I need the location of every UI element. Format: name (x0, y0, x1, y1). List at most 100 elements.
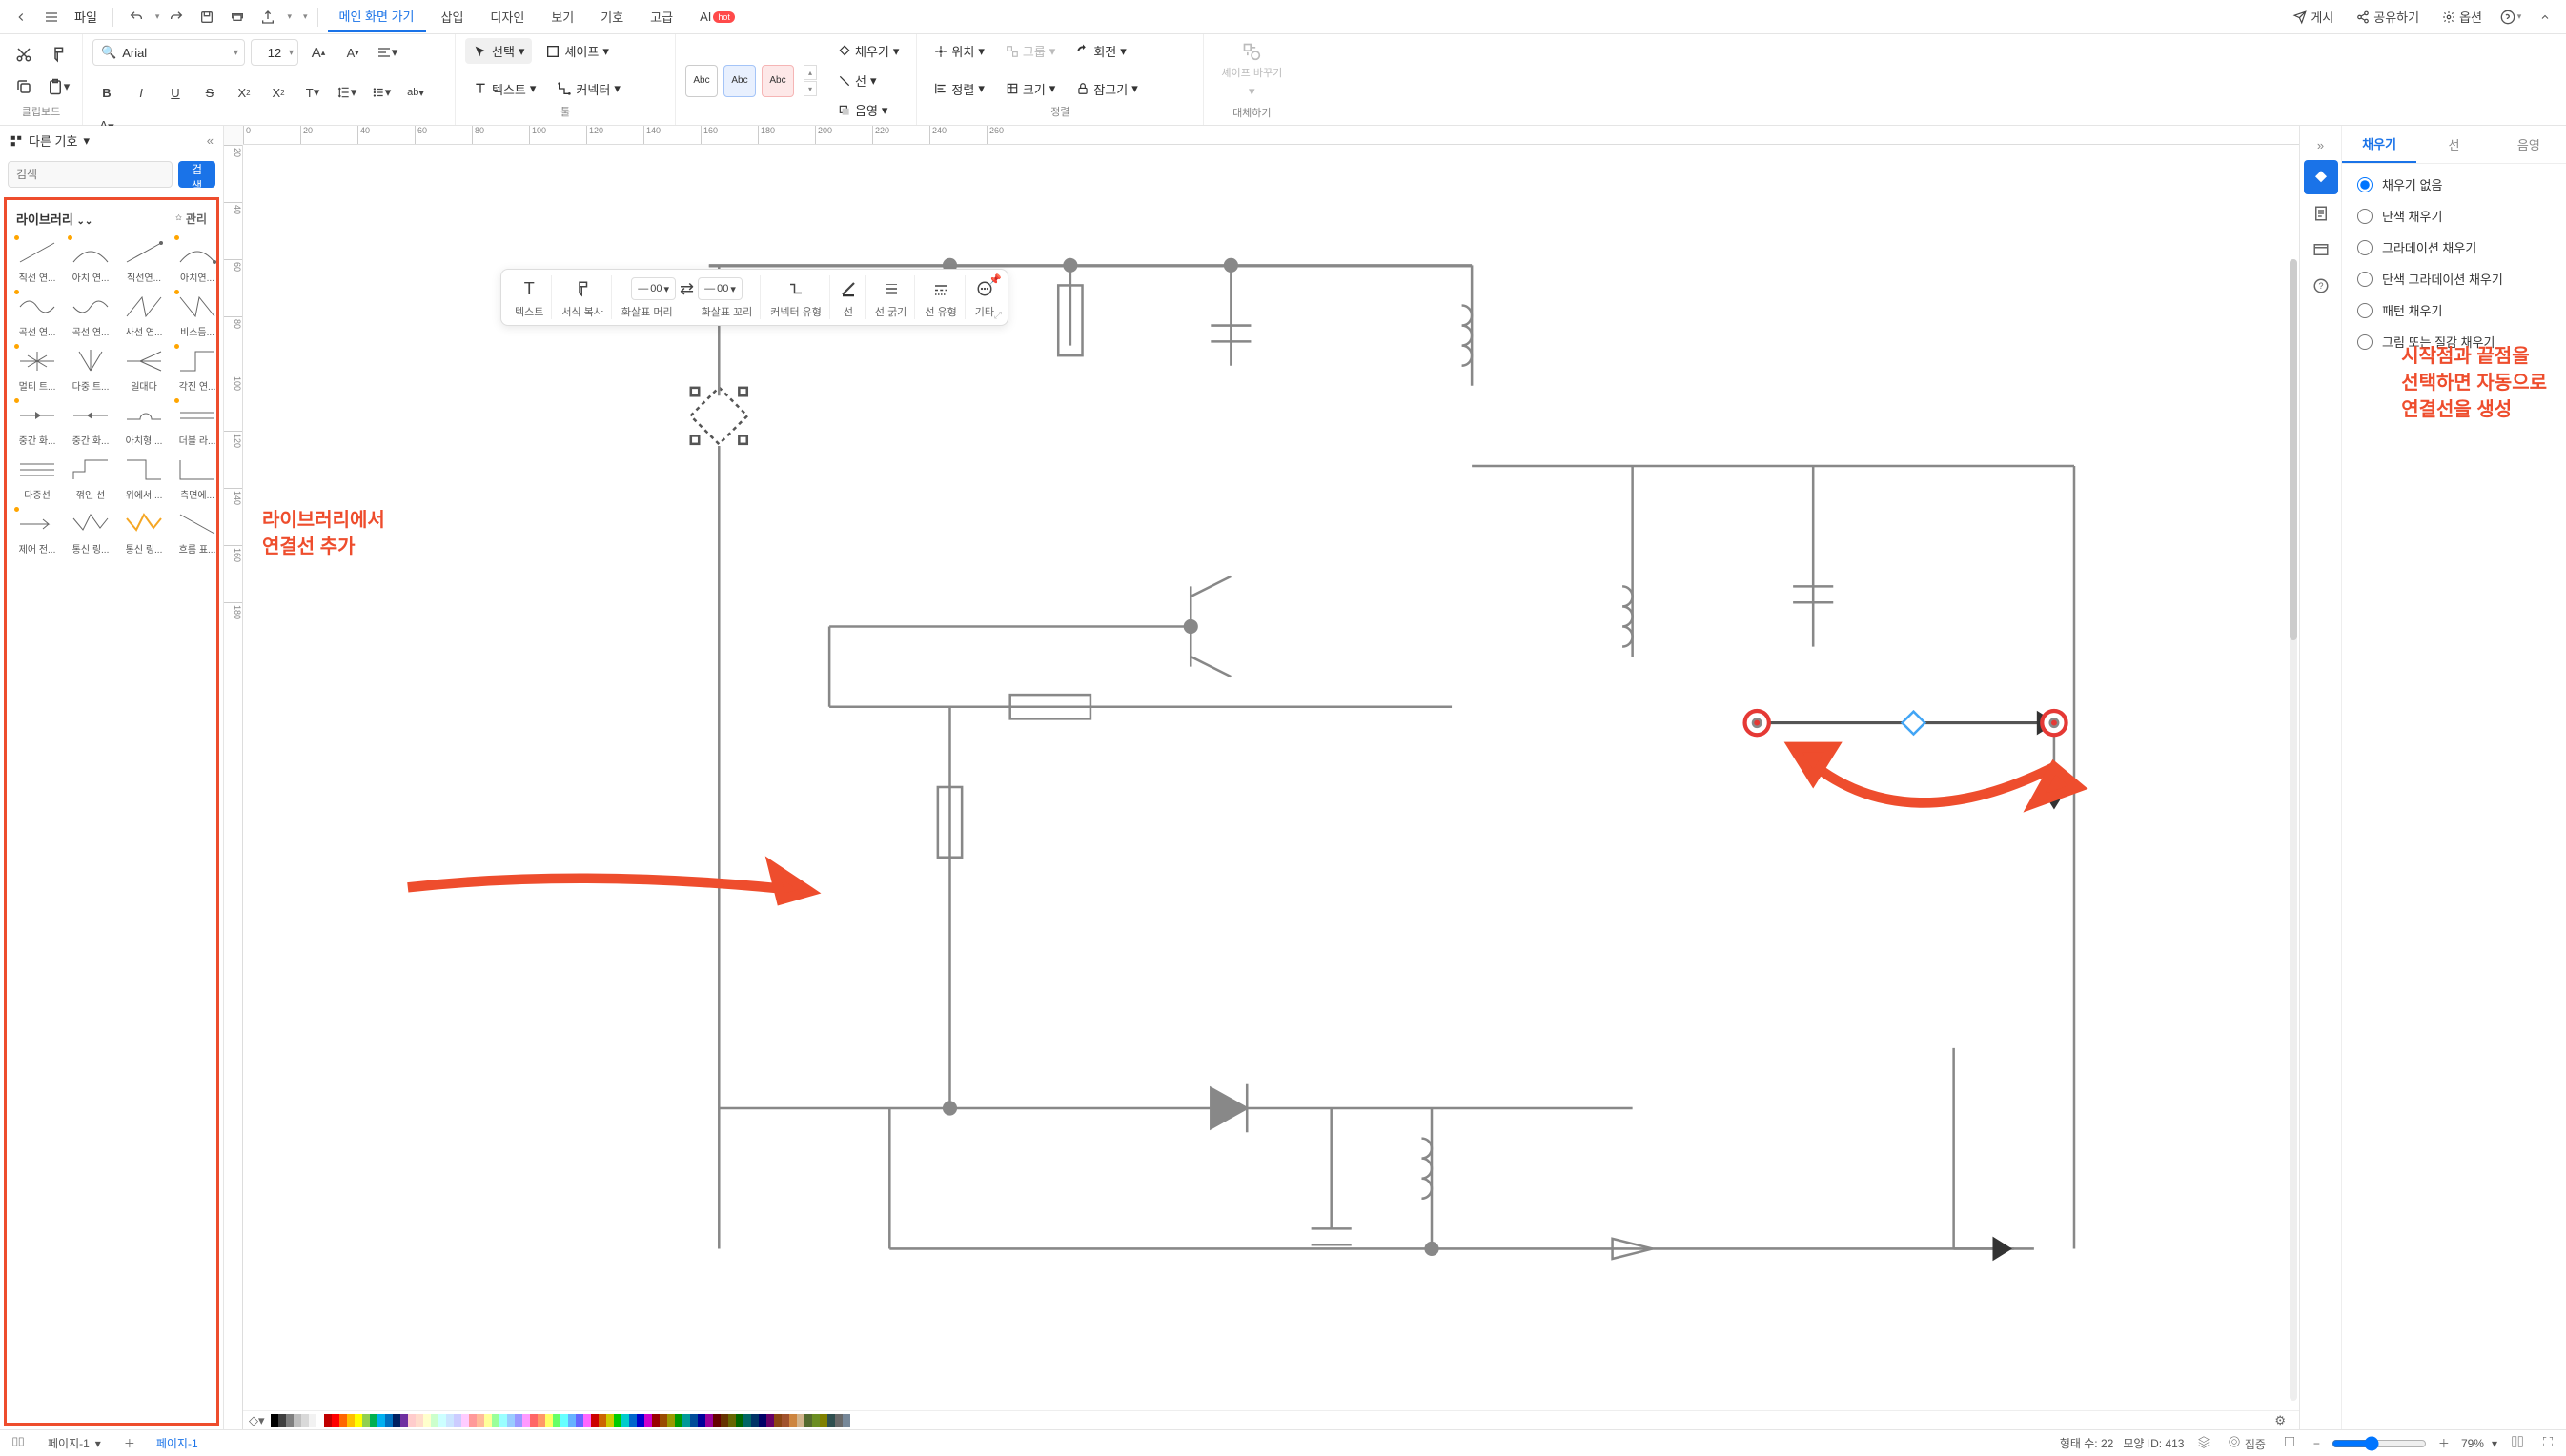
manage-library-link[interactable]: 관리 (173, 211, 207, 227)
color-swatch[interactable] (522, 1414, 530, 1427)
color-swatch[interactable] (843, 1414, 850, 1427)
color-swatch[interactable] (278, 1414, 286, 1427)
color-swatch[interactable] (400, 1414, 408, 1427)
color-swatch[interactable] (698, 1414, 705, 1427)
color-swatch[interactable] (660, 1414, 667, 1427)
canvas-scrollbar[interactable] (2290, 259, 2297, 1401)
color-swatch[interactable] (560, 1414, 568, 1427)
library-item[interactable]: 아치연... (173, 235, 219, 286)
library-item[interactable]: 각진 연... (173, 344, 219, 394)
library-item[interactable]: 다중선 (12, 453, 62, 503)
color-swatch[interactable] (583, 1414, 591, 1427)
color-swatch[interactable] (782, 1414, 789, 1427)
color-swatch[interactable] (324, 1414, 332, 1427)
style-preset-3[interactable]: Abc (762, 65, 794, 97)
library-item[interactable]: 중간 화... (66, 398, 115, 449)
decrease-font-button[interactable]: A▾ (338, 38, 367, 67)
library-item[interactable]: 제어 전... (12, 507, 62, 557)
page-tab[interactable]: 페이지-1 (149, 1431, 206, 1455)
export-button[interactable] (255, 4, 281, 30)
font-family-select[interactable]: 🔍 Arial ▾ (92, 39, 245, 66)
color-swatch[interactable] (316, 1414, 324, 1427)
options-button[interactable]: 옵션 (2434, 4, 2490, 30)
tab-insert[interactable]: 삽입 (430, 2, 476, 31)
color-swatch[interactable] (736, 1414, 743, 1427)
tab-symbols[interactable]: 기호 (589, 2, 635, 31)
color-swatch[interactable] (385, 1414, 393, 1427)
fill-option-solid[interactable]: 단색 채우기 (2357, 207, 2551, 225)
color-swatch[interactable] (599, 1414, 606, 1427)
arrowhead-start-select[interactable]: — 00▾ (631, 277, 676, 300)
color-swatch[interactable] (629, 1414, 637, 1427)
palette-settings-icon[interactable]: ⚙ (2267, 1413, 2293, 1428)
library-item[interactable]: 일대다 (119, 344, 169, 394)
library-item[interactable]: 비스듬... (173, 290, 219, 340)
color-swatch[interactable] (499, 1414, 507, 1427)
library-item[interactable]: 흐름 표... (173, 507, 219, 557)
swap-direction-icon[interactable]: ⇄ (680, 279, 694, 299)
color-swatch[interactable] (576, 1414, 583, 1427)
format-painter-button[interactable] (44, 40, 72, 69)
color-swatch[interactable] (507, 1414, 515, 1427)
color-swatch[interactable] (713, 1414, 721, 1427)
color-swatch[interactable] (446, 1414, 454, 1427)
color-swatch[interactable] (675, 1414, 682, 1427)
view-panel-icon[interactable] (2304, 233, 2338, 267)
help-button[interactable]: ▾ (2497, 4, 2524, 30)
print-button[interactable] (224, 4, 251, 30)
back-button[interactable] (8, 4, 34, 30)
color-swatch[interactable] (682, 1414, 690, 1427)
library-item[interactable]: 아치 연... (66, 235, 115, 286)
cut-button[interactable] (10, 40, 38, 69)
color-swatch[interactable] (339, 1414, 347, 1427)
fill-panel-icon[interactable] (2304, 160, 2338, 194)
color-swatch[interactable] (827, 1414, 835, 1427)
color-swatch[interactable] (461, 1414, 469, 1427)
tab-fill[interactable]: 채우기 (2342, 126, 2416, 163)
select-tool-button[interactable]: 선택▾ (465, 38, 532, 64)
color-swatch[interactable] (591, 1414, 599, 1427)
color-swatch[interactable] (835, 1414, 843, 1427)
color-swatch[interactable] (294, 1414, 301, 1427)
pages-icon[interactable] (8, 1435, 29, 1451)
connector-type-icon[interactable] (787, 275, 804, 302)
fill-option-pattern[interactable]: 패턴 채우기 (2357, 301, 2551, 319)
color-swatch[interactable] (644, 1414, 652, 1427)
page-selector[interactable]: 페이지-1 ▾ (38, 1433, 111, 1453)
color-swatch[interactable] (355, 1414, 362, 1427)
zoom-slider[interactable] (2332, 1436, 2427, 1451)
color-swatch[interactable] (309, 1414, 316, 1427)
color-swatch[interactable] (492, 1414, 499, 1427)
color-swatch[interactable] (812, 1414, 820, 1427)
line-color-icon[interactable] (840, 275, 857, 302)
color-swatch[interactable] (286, 1414, 294, 1427)
library-item[interactable]: 곡선 연... (66, 290, 115, 340)
line-weight-icon[interactable] (883, 275, 900, 302)
layers-icon[interactable] (2193, 1435, 2214, 1451)
style-preset-2[interactable]: Abc (723, 65, 756, 97)
style-scroll-up[interactable]: ▴ (804, 65, 817, 80)
style-scroll-down[interactable]: ▾ (804, 81, 817, 96)
fill-option-solid-gradient[interactable]: 단색 그라데이션 채우기 (2357, 270, 2551, 288)
fill-icon[interactable]: ◇▾ (249, 1413, 265, 1428)
superscript-button[interactable]: X2 (230, 78, 258, 107)
color-swatch[interactable] (271, 1414, 278, 1427)
library-item[interactable]: 꺾인 선 (66, 453, 115, 503)
color-swatch[interactable] (606, 1414, 614, 1427)
tab-shadow[interactable]: 음영 (2492, 126, 2566, 163)
color-swatch[interactable] (515, 1414, 522, 1427)
line-style-button[interactable]: 선▾ (830, 68, 906, 93)
color-swatch[interactable] (797, 1414, 804, 1427)
collapse-ribbon-button[interactable] (2532, 4, 2558, 30)
tab-ai[interactable]: AIhot (688, 4, 746, 30)
tab-design[interactable]: 디자인 (479, 2, 536, 31)
color-swatch[interactable] (751, 1414, 759, 1427)
library-item[interactable]: 통신 링... (119, 507, 169, 557)
library-item[interactable]: 통신 링... (66, 507, 115, 557)
color-swatch[interactable] (705, 1414, 713, 1427)
align-button[interactable]: 정렬▾ (927, 76, 991, 102)
underline-button[interactable]: U (161, 78, 190, 107)
color-swatch[interactable] (423, 1414, 431, 1427)
color-swatch[interactable] (484, 1414, 492, 1427)
text-tool-button[interactable]: 텍스트▾ (465, 76, 543, 102)
